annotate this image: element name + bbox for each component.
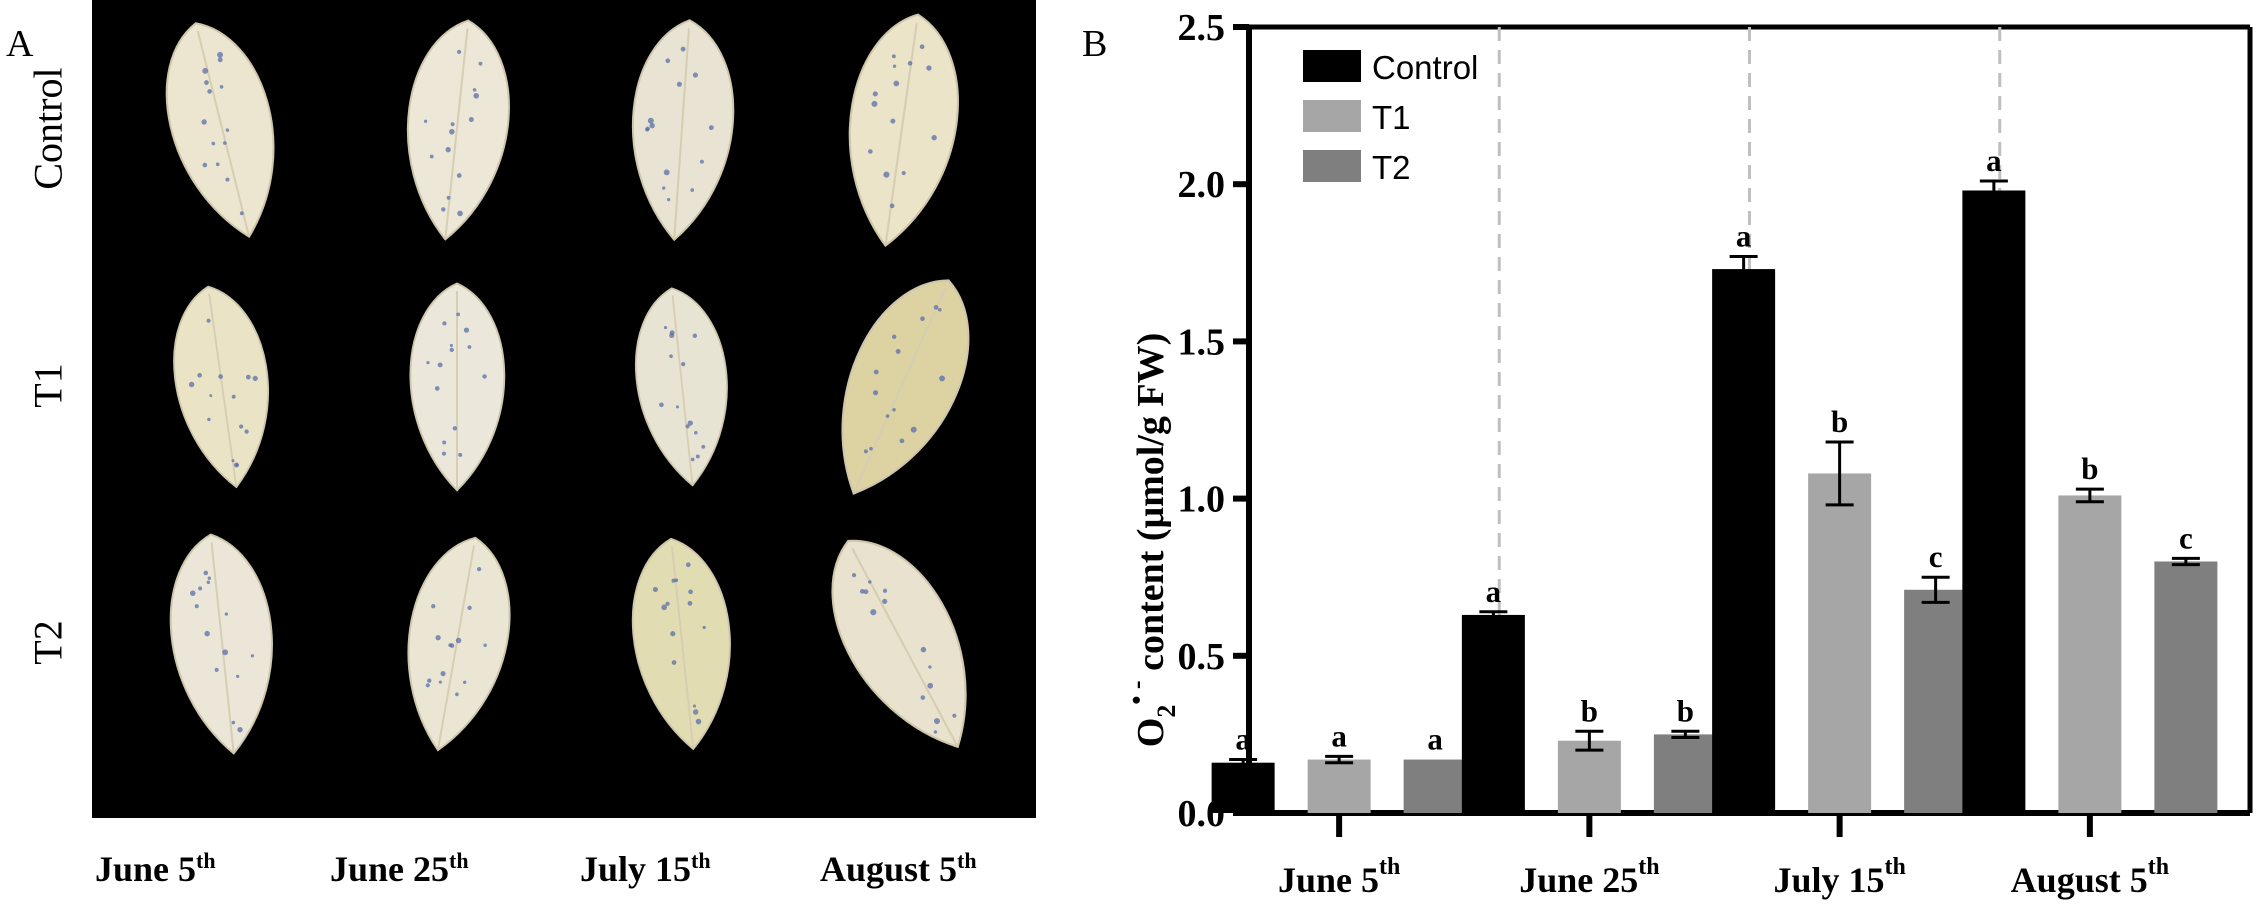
photo-col-label-4: August 5th [820,848,977,889]
bar-t1-2 [1808,473,1872,813]
sig-letter-t2-1: b [1677,693,1694,728]
sig-letter-t2-2: c [1929,539,1943,574]
sig-letter-t2-3: c [2179,520,2193,555]
bar-t1-3 [2058,495,2122,813]
bar-control-2 [1712,269,1776,813]
bar-t2-0 [1403,759,1467,813]
y-tick-label-3: 1.5 [1178,321,1226,363]
bar-control-0 [1211,762,1275,813]
leaf-r2-c4 [841,279,970,495]
sig-letter-control-3: a [1986,143,2002,178]
leaf-r3-c1 [169,533,273,755]
legend-label-control: Control [1372,49,1478,86]
y-tick-label-4: 2.0 [1178,164,1226,206]
x-category-label-1: June 25th [1519,854,1659,900]
sig-letter-control-0: a [1235,722,1251,757]
y-tick-label-5: 2.5 [1178,7,1226,49]
photo-col-label-2: June 25th [330,848,469,889]
legend-swatch-control [1303,50,1361,82]
leaf-photo-svg [165,13,970,755]
sig-letter-control-1: a [1486,574,1502,609]
bar-t2-3 [2154,561,2218,813]
legend-label-t1: T1 [1372,99,1411,136]
leaf-r1-c2 [406,19,510,241]
legend-swatch-t1 [1303,100,1361,132]
leaf-r1-c3 [632,19,735,242]
y-tick-label-2: 1.0 [1178,479,1226,521]
photo-col-label-3: July 15th [580,848,711,889]
sig-letter-t1-0: a [1331,718,1347,753]
leaf-photo-panel [92,0,1036,818]
leaf-r1-c4 [848,13,959,248]
panel-a-letter: A [6,23,34,65]
sig-letter-t2-0: a [1427,722,1443,757]
x-category-label-2: July 15th [1773,854,1905,900]
leaf-r3-c3 [631,537,731,751]
x-category-label-3: August 5th [2011,854,2169,900]
photo-col-label-1: June 5th [95,848,216,889]
bar-t1-0 [1307,759,1371,813]
y-axis-label: O2• - content (μmol/g FW) [1122,333,1181,747]
x-category-label-0: June 5th [1278,854,1400,900]
legend-swatch-t2 [1303,150,1361,182]
sig-letter-t1-2: b [1831,404,1848,439]
sig-letter-control-2: a [1736,219,1752,254]
leaf-r1-c1 [165,22,275,239]
sig-letter-t1-1: b [1581,693,1598,728]
leaf-r2-c1 [173,285,269,489]
sig-letter-t1-3: b [2081,451,2098,486]
bar-t2-2 [1904,589,1968,813]
leaf-r3-c4 [831,539,967,749]
bar-control-1 [1461,614,1525,813]
leaf-r3-c2 [407,536,511,752]
legend: Control T1 T2 [1303,49,1478,186]
bar-control-3 [1962,190,2026,813]
y-tick-label-1: 0.5 [1178,636,1226,678]
bar-t1-1 [1557,740,1621,813]
leaf-r2-c2 [409,282,506,492]
leaf-r2-c3 [635,287,728,487]
bar-t2-1 [1653,734,1717,813]
legend-label-t2: T2 [1372,149,1411,186]
panel-b-letter: B [1082,23,1108,65]
